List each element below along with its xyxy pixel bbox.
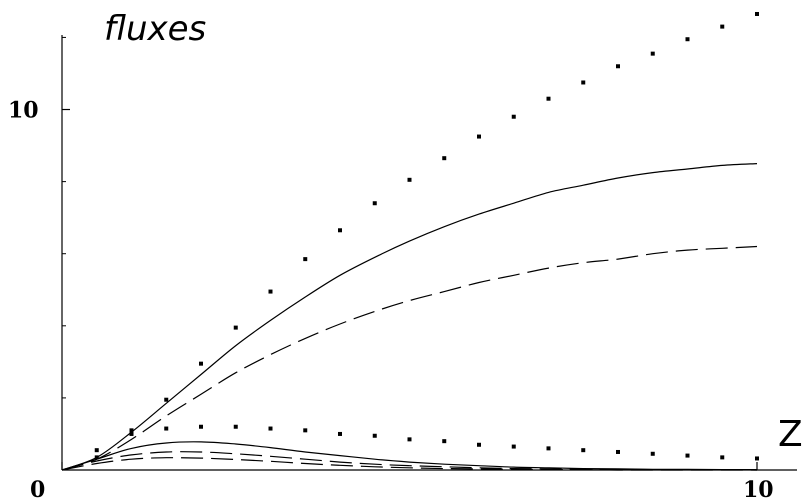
data-point <box>511 444 516 449</box>
data-point <box>685 453 690 458</box>
data-point <box>268 426 273 431</box>
series-layer <box>61 11 759 471</box>
series-4-dotted <box>94 424 759 461</box>
data-point <box>511 114 516 119</box>
data-point <box>338 431 342 436</box>
data-point <box>372 201 377 206</box>
data-point <box>129 428 134 433</box>
data-point <box>581 448 586 453</box>
series-1-dotted <box>94 11 759 460</box>
data-point <box>546 96 551 101</box>
data-point <box>199 424 203 429</box>
series-7-dashed-line <box>61 457 757 471</box>
data-point <box>546 446 551 451</box>
data-point <box>685 37 690 42</box>
data-point <box>442 156 447 161</box>
data-point <box>233 424 238 429</box>
data-point <box>233 325 238 330</box>
data-point <box>581 80 586 85</box>
axes <box>61 35 797 471</box>
x-tick-label: 10 <box>743 477 774 502</box>
data-point <box>94 448 99 453</box>
y-axis-label: fluxes <box>104 9 206 49</box>
data-point <box>164 426 169 431</box>
data-point <box>755 456 759 461</box>
data-point <box>199 361 203 366</box>
data-point <box>442 439 447 444</box>
data-point <box>755 11 759 16</box>
tick-labels: 10 0 10 <box>8 98 774 502</box>
data-point <box>303 428 308 433</box>
x-tick-label: 0 <box>30 477 45 502</box>
data-point <box>129 431 134 436</box>
y-tick-label: 10 <box>8 98 39 124</box>
x-axis-label: Z <box>778 414 803 455</box>
data-point <box>720 24 725 29</box>
data-point <box>303 257 308 262</box>
data-point <box>164 397 169 402</box>
data-point <box>338 228 342 233</box>
data-point <box>650 451 655 456</box>
data-point <box>477 134 481 139</box>
data-point <box>616 64 620 69</box>
data-point <box>477 442 481 447</box>
data-point <box>720 455 725 460</box>
data-point <box>616 449 620 454</box>
series-3-dashed-line <box>61 245 758 471</box>
data-point <box>407 437 412 442</box>
data-point <box>372 433 377 438</box>
data-point <box>407 177 412 182</box>
data-point <box>650 51 655 56</box>
series-2-solid-line <box>61 163 758 471</box>
data-point <box>268 289 273 294</box>
